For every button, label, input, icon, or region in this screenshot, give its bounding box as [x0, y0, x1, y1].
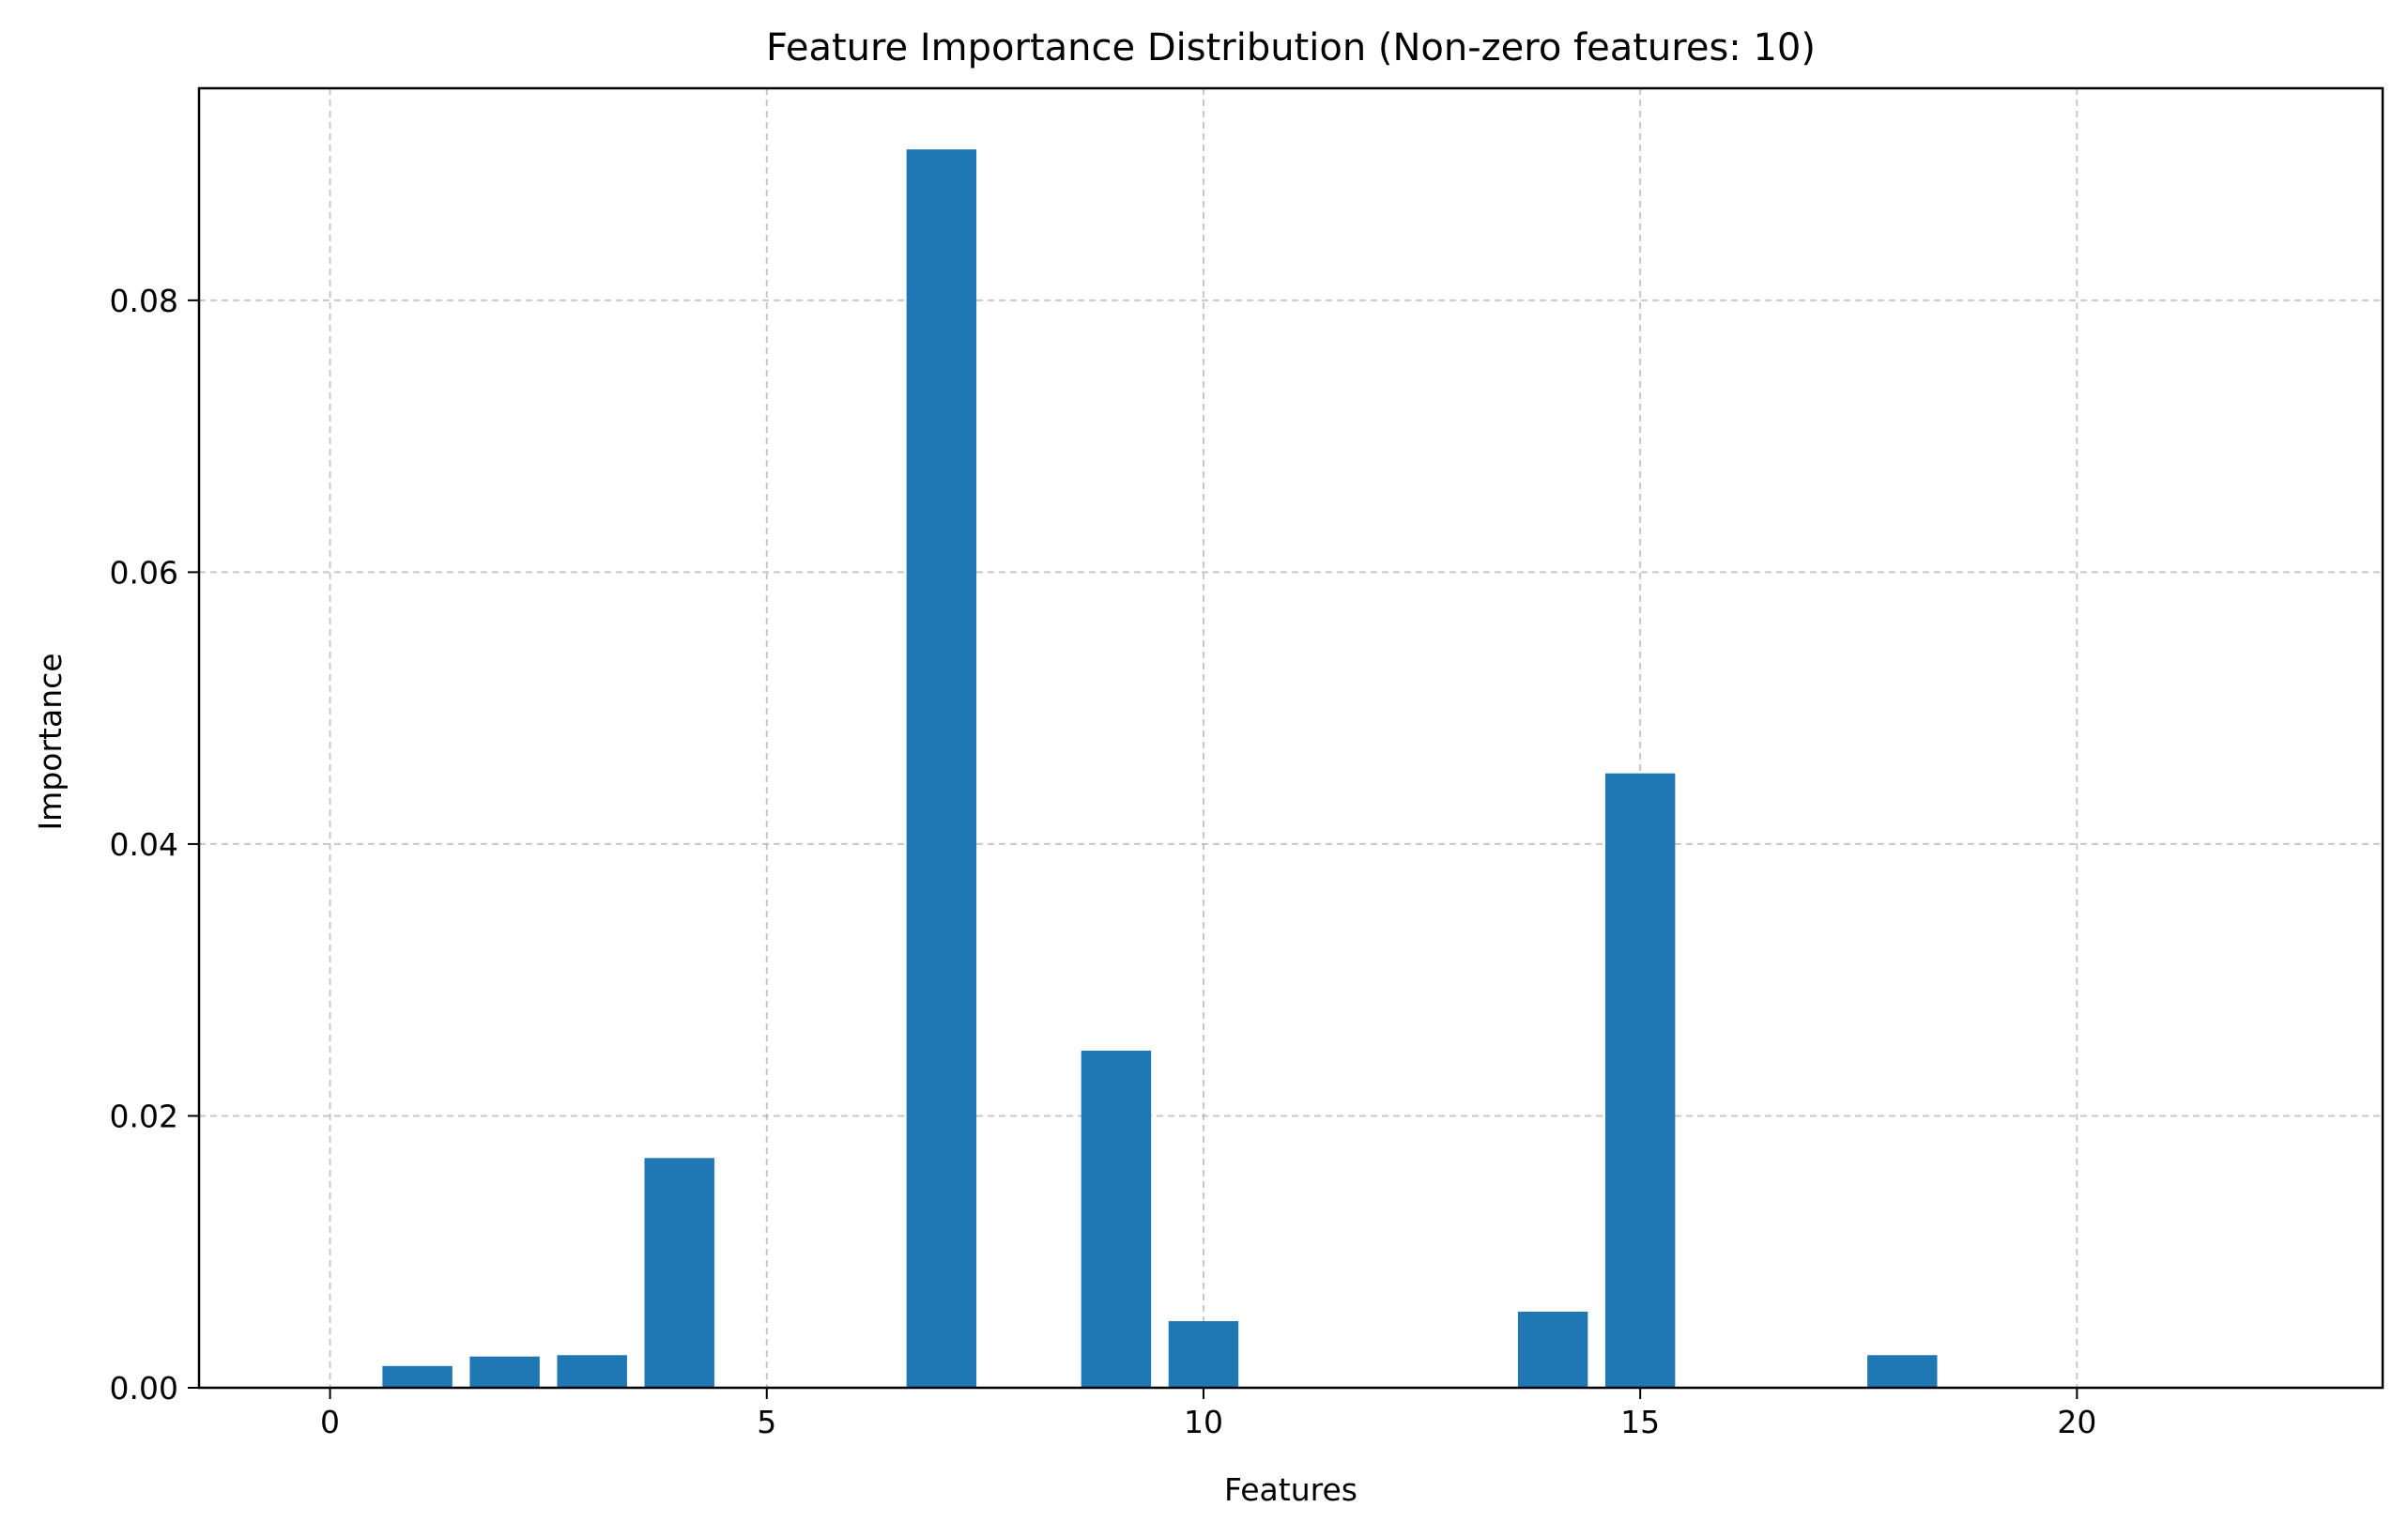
y-tick-label: 0.08	[110, 283, 178, 319]
bar-feature-10	[1168, 1321, 1239, 1388]
chart-title: Feature Importance Distribution (Non-zer…	[766, 26, 1816, 69]
bars-layer	[382, 149, 1938, 1388]
x-tick-label: 20	[2057, 1404, 2096, 1440]
bar-feature-14	[1517, 1311, 1588, 1388]
x-tick-label: 10	[1184, 1404, 1223, 1440]
y-axis-ticks: 0.00 0.02 0.04 0.06 0.08	[110, 283, 199, 1407]
y-tick-label: 0.06	[110, 554, 178, 591]
bar-feature-2	[469, 1356, 540, 1388]
bar-feature-9	[1081, 1050, 1152, 1388]
bar-feature-4	[644, 1158, 714, 1388]
bar-feature-3	[557, 1355, 627, 1388]
y-tick-label: 0.04	[110, 826, 178, 863]
bar-feature-15	[1604, 773, 1676, 1388]
x-tick-label: 0	[320, 1404, 340, 1440]
y-tick-label: 0.00	[110, 1370, 178, 1407]
plot-area-frame	[197, 86, 2385, 1390]
x-axis-ticks: 0 5 10 15 20	[320, 1388, 2096, 1440]
y-axis-label: Importance	[32, 653, 69, 830]
bar-feature-7	[906, 149, 977, 1388]
x-tick-label: 5	[757, 1404, 776, 1440]
y-tick-label: 0.02	[110, 1098, 178, 1134]
x-tick-label: 15	[1620, 1404, 1660, 1440]
x-axis-label: Features	[1224, 1471, 1357, 1508]
bar-feature-1	[382, 1365, 452, 1388]
bar-feature-18	[1867, 1355, 1938, 1388]
